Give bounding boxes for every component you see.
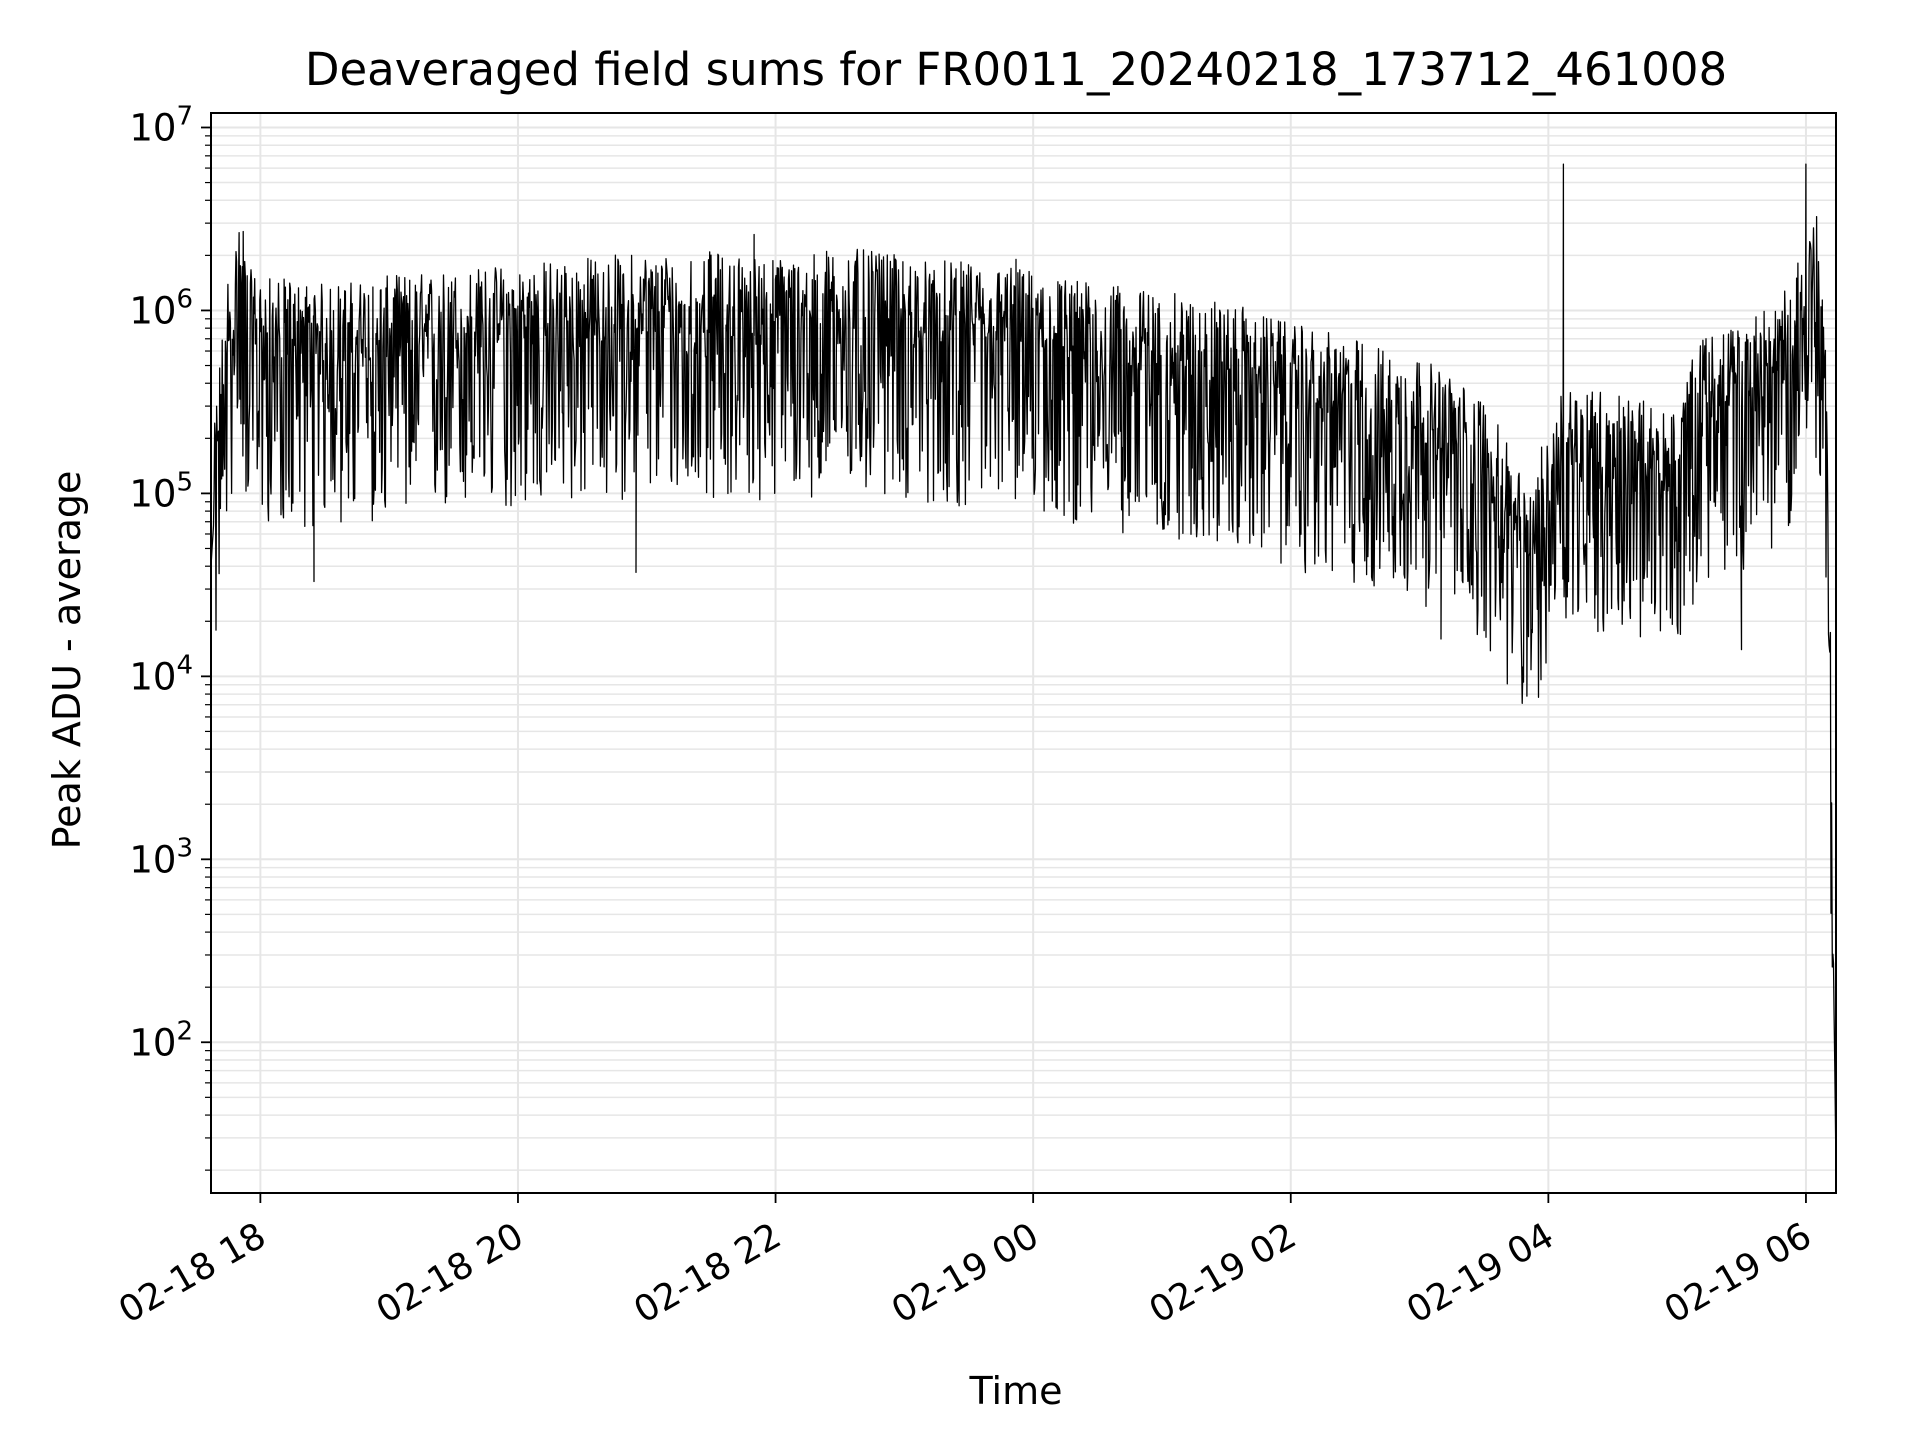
y-tick-label: 104: [129, 650, 193, 698]
plot-frame: [210, 112, 1837, 1194]
chart-title: Deaveraged field sums for FR0011_2024021…: [305, 43, 1727, 96]
y-tick-label: 103: [129, 833, 193, 881]
x-axis-title: Time: [969, 1369, 1063, 1413]
y-tick-label: 105: [129, 467, 193, 515]
series-line: [210, 163, 1837, 1171]
y-tick-label: 106: [129, 284, 193, 332]
y-axis-title: Peak ADU - average: [45, 471, 89, 850]
y-tick-label: 102: [129, 1016, 193, 1064]
y-tick-label: 107: [129, 101, 193, 149]
data-layer: [210, 163, 1837, 1171]
